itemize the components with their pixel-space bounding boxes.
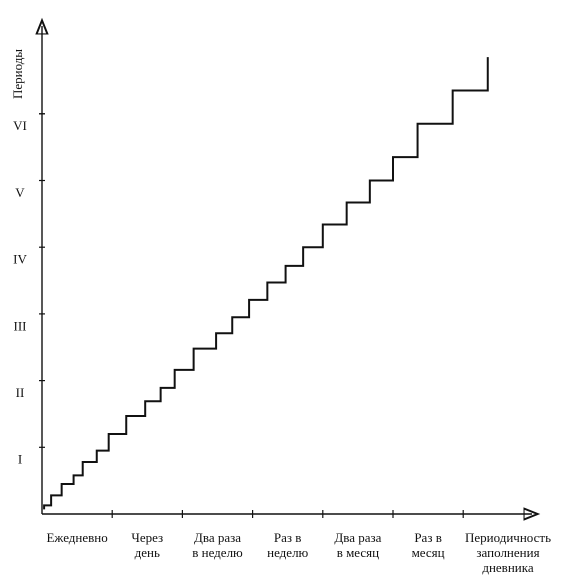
- y-tick-label: III: [14, 318, 27, 333]
- y-axis-label: Периоды: [10, 49, 25, 99]
- x-tick-label-line: Раз в: [274, 530, 302, 545]
- x-tick-label-line: в месяц: [337, 545, 379, 560]
- step-line-series: [43, 57, 489, 510]
- axes: [42, 26, 532, 514]
- x-tick-label-line: месяц: [412, 545, 445, 560]
- x-tick-label-line: Раз в: [414, 530, 442, 545]
- y-tick-label: VI: [13, 118, 27, 133]
- x-tick-label-line: день: [135, 545, 160, 560]
- series-layer: [43, 57, 489, 510]
- y-tick-label: II: [16, 385, 25, 400]
- x-tick-label-line: в неделю: [192, 545, 243, 560]
- x-tick-label-line: Через: [131, 530, 163, 545]
- x-tick-label-line: Два раза: [334, 530, 381, 545]
- y-tick-label: V: [15, 185, 25, 200]
- x-tick-label-line: Ежедневно: [46, 530, 107, 545]
- y-tick-label: IV: [13, 252, 27, 267]
- x-tick-label: Ежедневно: [46, 530, 107, 545]
- x-tick-label-line: Два раза: [194, 530, 241, 545]
- x-tick-label-line: неделю: [267, 545, 308, 560]
- x-axis-label-line: дневника: [482, 560, 534, 575]
- x-axis-label-line: Периодичность: [465, 530, 551, 545]
- x-axis-label-line: заполнения: [476, 545, 539, 560]
- y-tick-label: I: [18, 452, 22, 467]
